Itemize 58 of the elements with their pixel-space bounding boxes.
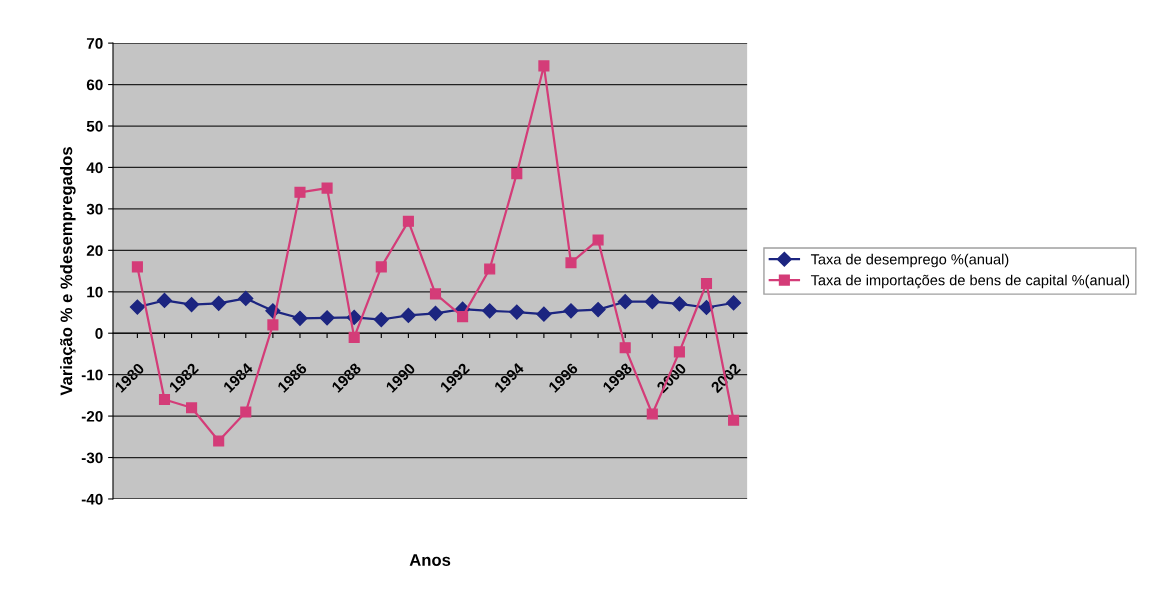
point bbox=[184, 297, 200, 313]
y-tick-label: 20 bbox=[86, 245, 103, 257]
point bbox=[484, 263, 496, 275]
point bbox=[590, 302, 606, 318]
point bbox=[373, 311, 389, 328]
point bbox=[671, 296, 687, 312]
point bbox=[646, 408, 658, 420]
y-tick-label: -20 bbox=[81, 410, 103, 422]
point bbox=[375, 261, 387, 273]
point bbox=[186, 402, 198, 414]
legend-label: Taxa de importações de bens de capital %(anual) bbox=[810, 274, 1130, 289]
y-tick-label: 60 bbox=[86, 79, 103, 91]
point bbox=[292, 310, 308, 326]
point bbox=[402, 215, 414, 227]
point bbox=[509, 304, 525, 320]
point bbox=[267, 319, 279, 331]
point bbox=[565, 257, 577, 269]
point bbox=[619, 342, 631, 354]
point bbox=[511, 168, 523, 180]
y-axis-title: Variação % e %desempregados bbox=[60, 147, 76, 396]
point bbox=[131, 261, 143, 273]
y-tick-label: 10 bbox=[87, 286, 103, 298]
legend-label: Taxa de desemprego %(anual) bbox=[810, 253, 1009, 268]
point bbox=[319, 310, 335, 326]
point bbox=[617, 294, 633, 310]
y-tick-label: -30 bbox=[81, 452, 103, 464]
point bbox=[728, 414, 740, 426]
point bbox=[238, 290, 254, 306]
point bbox=[158, 393, 171, 406]
point bbox=[538, 60, 550, 72]
point bbox=[129, 299, 145, 315]
point bbox=[673, 346, 685, 358]
y-tick-label: 50 bbox=[86, 120, 103, 132]
point bbox=[294, 186, 306, 198]
point bbox=[700, 277, 713, 290]
point bbox=[536, 306, 552, 322]
y-tick-label: -40 bbox=[81, 493, 103, 505]
point bbox=[321, 182, 333, 194]
point bbox=[348, 331, 360, 343]
x-axis-title: Anos bbox=[409, 554, 451, 566]
point bbox=[156, 292, 173, 309]
point bbox=[726, 295, 742, 311]
point bbox=[429, 288, 442, 300]
y-tick-label: 40 bbox=[86, 162, 103, 174]
point bbox=[400, 307, 416, 323]
point bbox=[427, 305, 444, 321]
point bbox=[213, 435, 225, 447]
point bbox=[563, 303, 579, 319]
point bbox=[240, 406, 252, 418]
y-tick-label: 0 bbox=[95, 328, 103, 339]
y-tick-label: 30 bbox=[86, 203, 103, 215]
y-tick-label: 70 bbox=[86, 37, 103, 49]
point bbox=[644, 294, 660, 310]
y-tick-label: -10 bbox=[81, 369, 103, 381]
point bbox=[592, 234, 604, 246]
point bbox=[211, 295, 227, 311]
point bbox=[482, 303, 498, 319]
point bbox=[457, 311, 469, 323]
